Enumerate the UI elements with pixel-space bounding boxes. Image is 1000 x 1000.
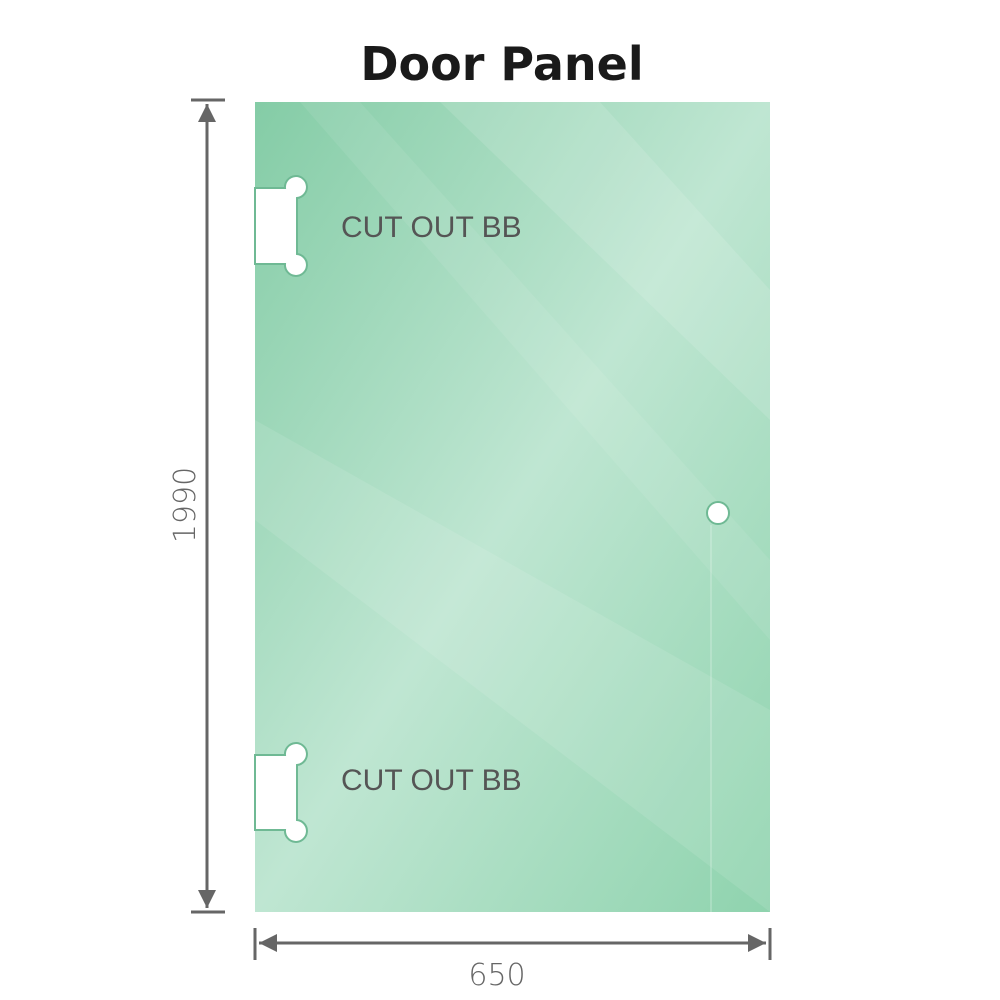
height-dimension-line xyxy=(191,98,225,914)
cutout-bottom xyxy=(254,742,308,843)
width-dimension-label: 650 xyxy=(468,958,525,993)
cutout-top xyxy=(254,175,308,277)
handle-hole xyxy=(706,501,730,525)
width-dimension-line xyxy=(253,928,772,960)
glass-panel xyxy=(255,102,770,912)
height-dimension-label: 1990 xyxy=(168,467,203,543)
cutout-label-bottom: CUT OUT BB xyxy=(341,764,522,797)
diagram-title: Door Panel xyxy=(360,37,643,91)
cutout-label-top: CUT OUT BB xyxy=(341,211,522,244)
